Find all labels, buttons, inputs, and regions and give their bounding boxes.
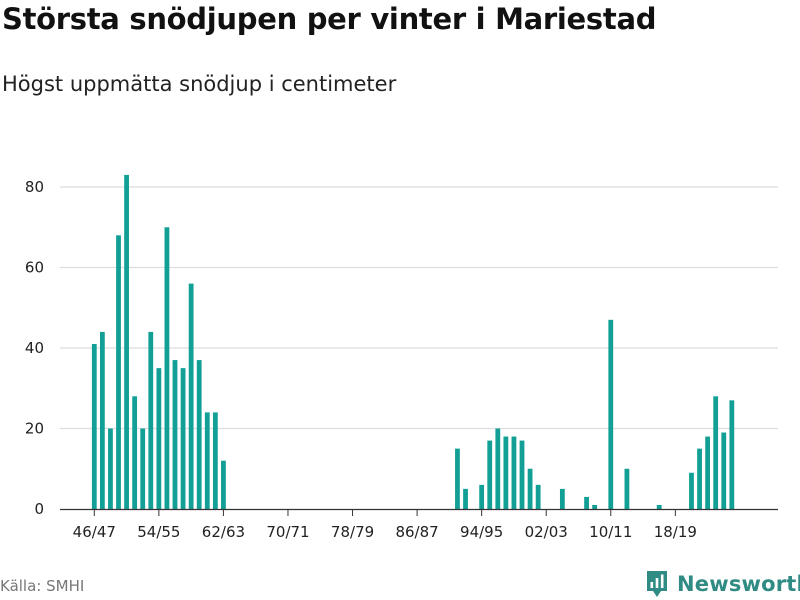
bar-23-24	[713, 396, 719, 509]
bar-52-53	[140, 428, 146, 509]
bar-47-48	[99, 331, 105, 509]
bar-00-01	[527, 468, 533, 509]
bar-94-95	[479, 484, 485, 509]
gridlines	[60, 186, 778, 430]
bar-48-49	[108, 428, 113, 509]
chart-subtitle: Högst uppmätta snödjup i centimeter	[2, 72, 397, 96]
x-tick-label: 62/63	[202, 523, 245, 541]
bar-60-61	[204, 412, 210, 509]
y-tick-label: 20	[25, 420, 44, 438]
bar-chart: 0 20 40 60 80 46/47 54/55 62/63 70/71 78/79 86/87…	[25, 174, 778, 541]
bar-20-21	[689, 472, 694, 509]
bar-56-57	[172, 360, 178, 509]
bar-22-23	[705, 436, 711, 509]
bar-58-59	[188, 283, 194, 509]
brand-name: Newsworthy	[677, 572, 800, 596]
x-tick-label: 54/55	[137, 523, 180, 541]
bar-98-99	[511, 436, 517, 509]
y-tick-label: 40	[25, 339, 44, 357]
bar-01-02	[535, 484, 541, 509]
bar-59-60	[196, 360, 202, 509]
x-tick-label: 94/95	[460, 523, 503, 541]
newsworthy-logo-icon	[647, 571, 667, 597]
bar-55-56	[164, 227, 170, 509]
bar-97-98	[503, 436, 509, 509]
bar-24-25	[721, 432, 727, 509]
bar-92-93	[463, 488, 468, 510]
x-tick-label: 46/47	[73, 523, 116, 541]
x-tick-label: 78/79	[331, 523, 374, 541]
y-tick-labels: 0 20 40 60 80	[25, 178, 44, 518]
bar-96-97	[495, 428, 501, 509]
x-tick-label: 18/19	[654, 523, 697, 541]
bars	[91, 174, 735, 510]
chart-title: Största snödjupen per vinter i Mariestad	[2, 2, 657, 36]
bar-62-63	[221, 460, 226, 509]
y-tick-label: 60	[25, 259, 44, 277]
bar-91-92	[455, 448, 460, 510]
bar-61-62	[212, 412, 218, 509]
y-tick-label: 0	[34, 500, 44, 518]
x-tick-label: 02/03	[525, 523, 568, 541]
bar-95-96	[487, 440, 493, 509]
x-axis	[60, 508, 778, 516]
bar-51-52	[132, 396, 138, 509]
bar-46-47	[91, 343, 97, 509]
y-tick-label: 80	[25, 178, 44, 196]
bar-21-22	[697, 448, 702, 510]
source-note: Källa: SMHI	[0, 577, 85, 595]
x-tick-labels: 46/47 54/55 62/63 70/71 78/79 86/87 94/95 02/03…	[73, 523, 697, 541]
x-tick-label: 10/11	[589, 523, 632, 541]
x-tick-label: 86/87	[395, 523, 438, 541]
x-tick-label: 70/71	[266, 523, 309, 541]
bar-50-51	[124, 174, 129, 510]
bar-57-58	[180, 368, 186, 510]
brand-logo[interactable]: Newsworthy	[645, 568, 800, 600]
bar-07-08	[584, 496, 589, 509]
bar-16-17	[656, 504, 662, 509]
bar-04-05	[559, 488, 565, 510]
bar-49-50	[116, 235, 121, 510]
bar-99-00	[519, 440, 525, 509]
bar-53-54	[148, 331, 154, 509]
bar-10-11	[608, 319, 614, 509]
bar-08-09	[592, 504, 598, 509]
bar-12-13	[624, 468, 630, 509]
bar-54-55	[156, 368, 162, 510]
bar-25-26	[729, 400, 735, 509]
